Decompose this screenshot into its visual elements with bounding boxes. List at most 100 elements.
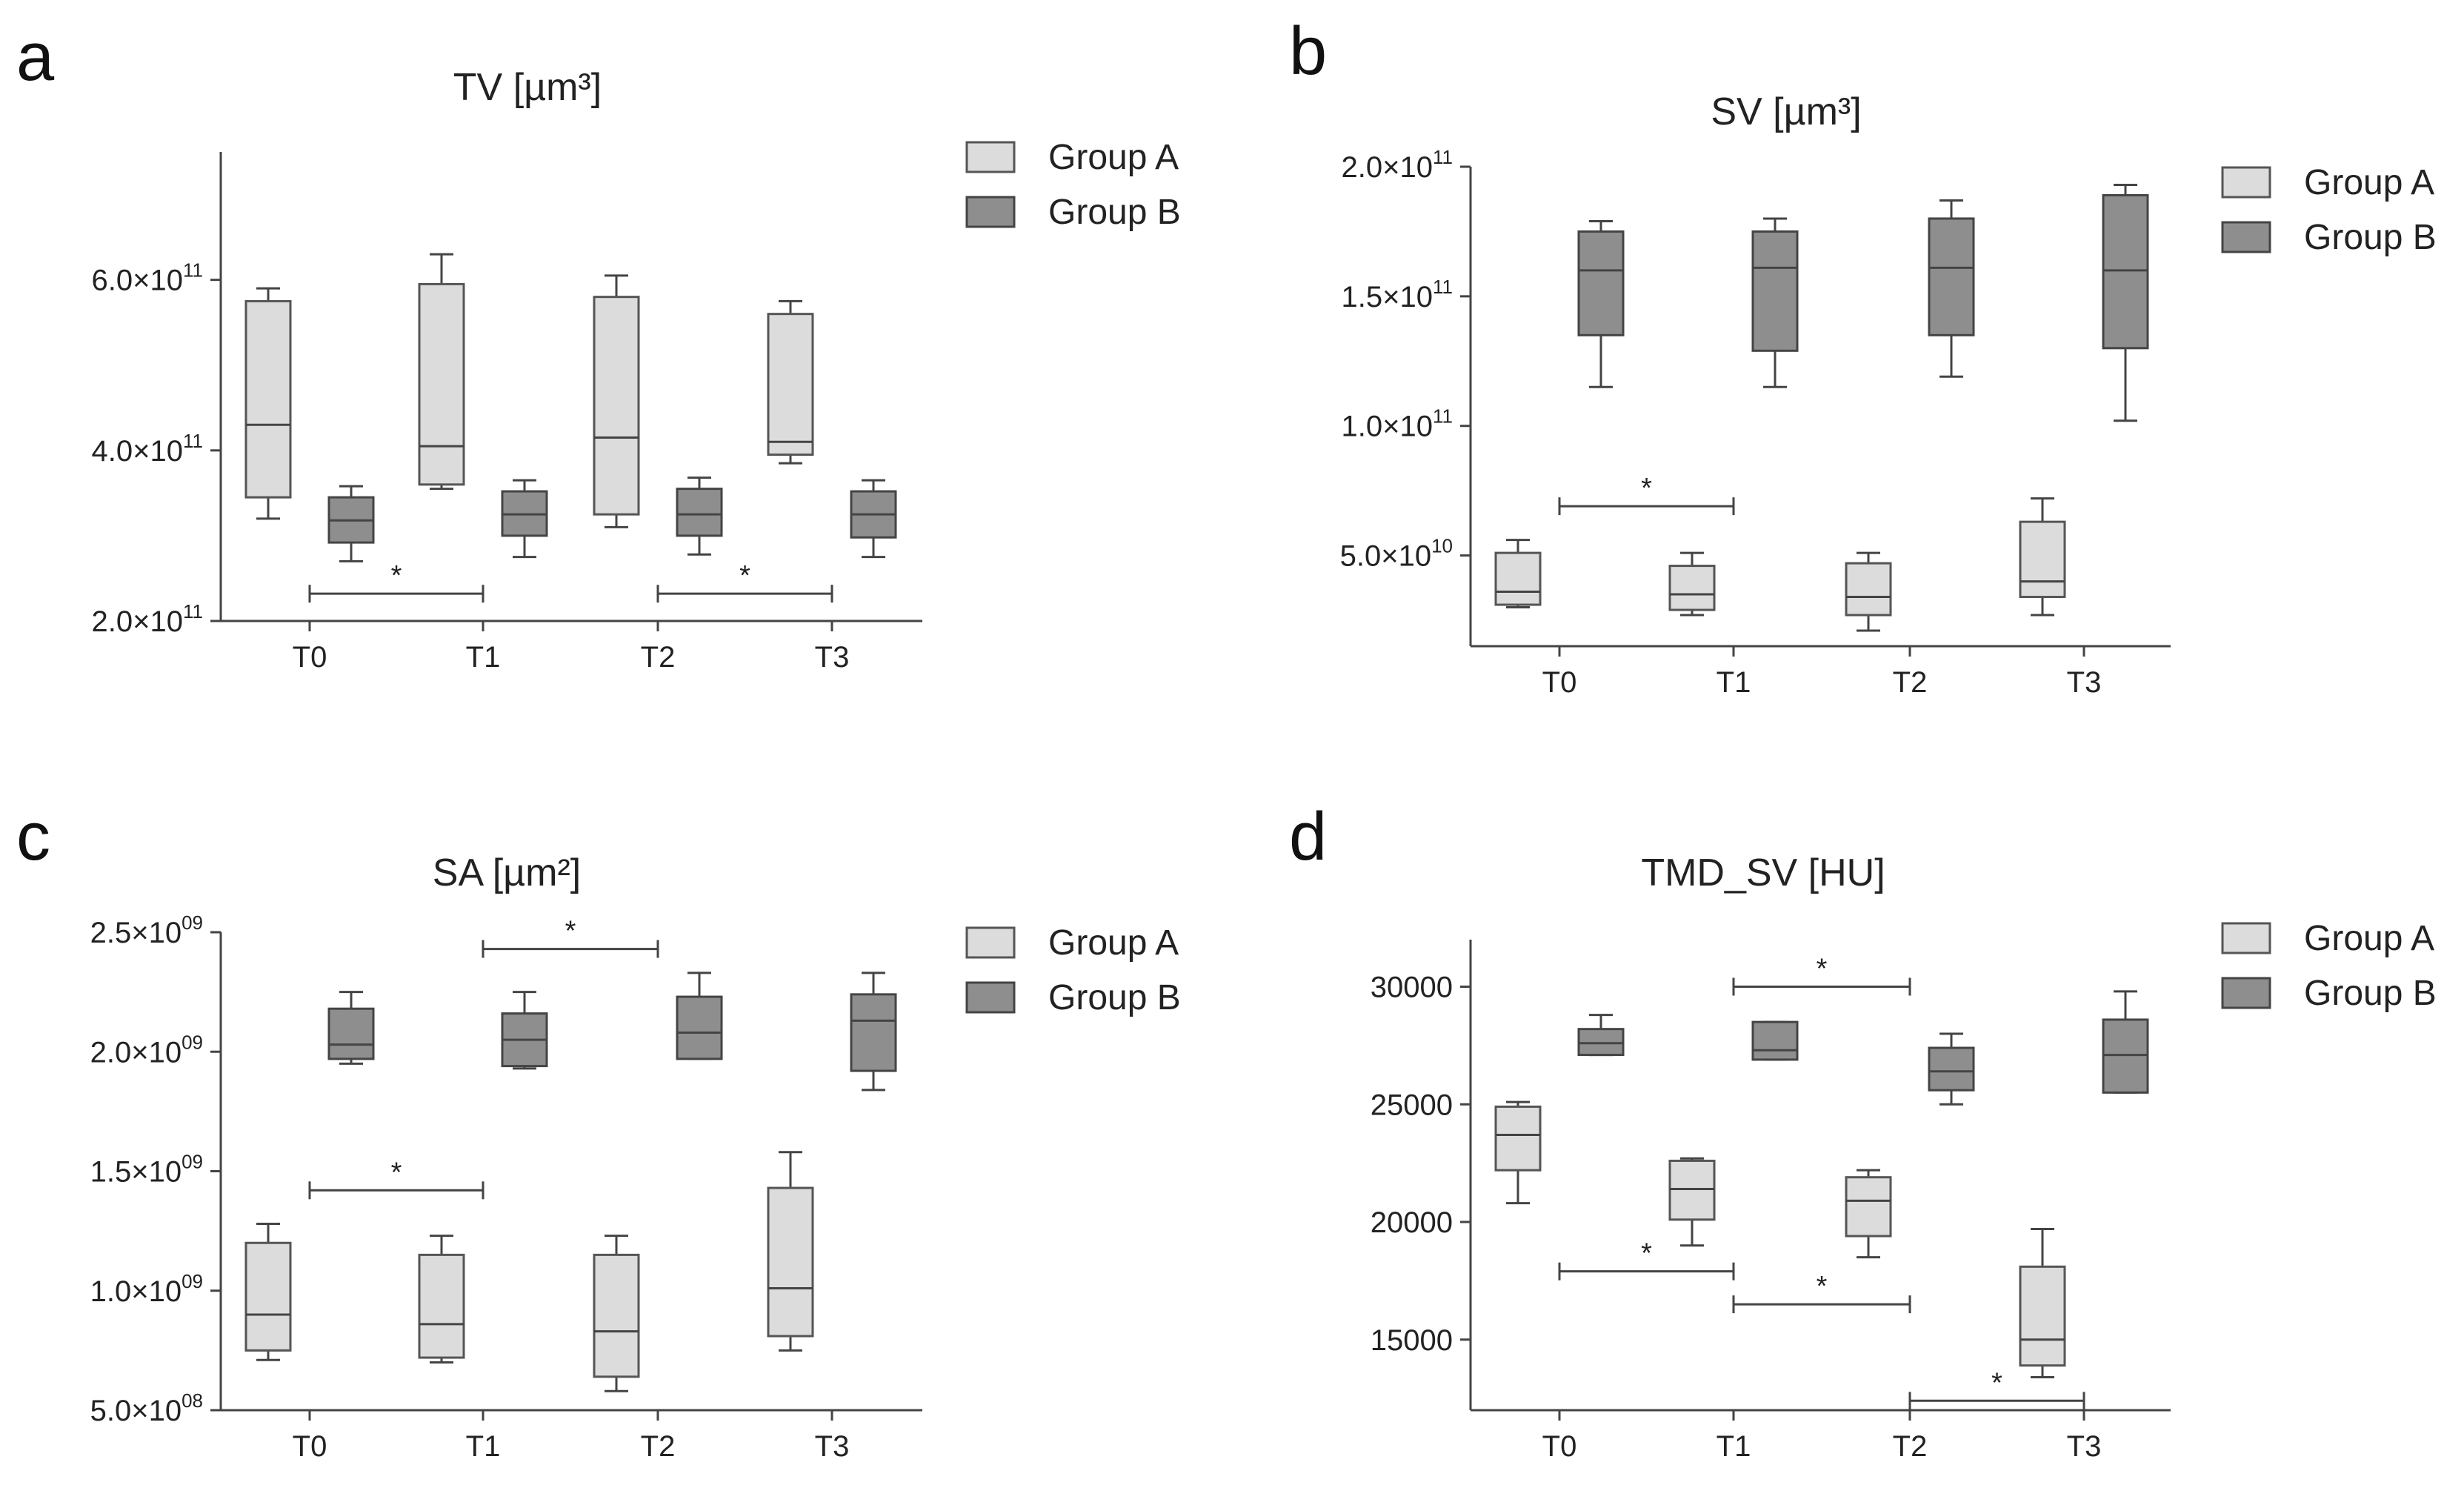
y-tick-label: 15000 <box>1371 1324 1453 1357</box>
significance-bracket: * <box>1732 1271 1911 1314</box>
plot-area: 5.0×1010 1.0×1011 1.5×1011 2.0×1011 T0 T1 T2 T3… <box>1340 146 2437 699</box>
box-group-a <box>1845 1169 1892 1259</box>
box-iqr <box>2019 520 2066 599</box>
box-group-a <box>418 253 465 491</box>
legend-swatch <box>965 141 1016 173</box>
box-group-a <box>1494 539 1542 609</box>
y-tick-label: 1.5×1009 <box>90 1151 203 1189</box>
significance-bracket: * <box>656 560 833 603</box>
significance-star: * <box>1817 1271 1828 1302</box>
legend-label: Group B <box>2304 974 2437 1013</box>
x-tick-label: T0 <box>293 1430 327 1463</box>
box-group-b <box>1751 217 1799 388</box>
box-group-a <box>2019 497 2066 617</box>
legend-item: Group B <box>965 978 1181 1017</box>
y-tick-label: 5.0×1008 <box>90 1389 203 1427</box>
box-group-a <box>2019 1228 2066 1379</box>
legend-swatch <box>2221 922 2271 954</box>
box-group-b <box>1751 1020 1799 1061</box>
legend-label: Group A <box>1048 138 1179 177</box>
box-iqr <box>593 1253 640 1378</box>
y-tick-label: 2.0×1011 <box>92 600 203 638</box>
x-tick-label: T1 <box>466 641 501 674</box>
legend-swatch <box>965 196 1016 228</box>
significance-bracket: * <box>1732 954 1911 996</box>
box-iqr <box>767 1186 814 1338</box>
legend-item: Group A <box>965 923 1179 963</box>
x-tick-label: T0 <box>1542 1430 1577 1463</box>
panel-letter-c: c <box>16 799 50 874</box>
box-group-a <box>767 1151 814 1352</box>
chart-title: SV [µm³] <box>1711 90 1861 133</box>
box-group-b <box>1577 219 1625 388</box>
y-tick-label: 2.0×1011 <box>1342 146 1453 184</box>
significance-star: * <box>565 916 576 947</box>
box-group-a <box>418 1235 465 1364</box>
box-group-a <box>767 299 814 465</box>
panel-letter-a: a <box>16 19 55 95</box>
y-tick-label: 20000 <box>1371 1206 1453 1239</box>
x-tick-label: T2 <box>1893 666 1928 699</box>
box-iqr <box>418 282 465 486</box>
box-group-a <box>1494 1100 1542 1205</box>
panel-letter-d: d <box>1289 799 1327 874</box>
box-iqr <box>418 1253 465 1359</box>
x-tick-label: T3 <box>2067 666 2102 699</box>
significance-star: * <box>739 560 750 591</box>
box-iqr <box>1668 565 1716 611</box>
box-group-b <box>1928 199 1975 378</box>
box-group-a <box>593 1235 640 1392</box>
plot-area: 15000 20000 25000 30000 T0 T1 T2 T3 * * * * Group A G… <box>1371 919 2437 1463</box>
y-tick-label: 4.0×1011 <box>92 430 203 468</box>
legend-label: Group A <box>1048 923 1179 963</box>
legend-item: Group B <box>2221 218 2437 257</box>
box-group-b <box>850 479 897 559</box>
box-iqr <box>244 1241 292 1352</box>
legend-item: Group A <box>2221 919 2434 958</box>
x-tick-label: T3 <box>2067 1430 2102 1463</box>
x-tick-label: T3 <box>815 641 850 674</box>
box-iqr <box>676 488 723 537</box>
y-tick-label: 1.5×1011 <box>1342 276 1453 313</box>
legend-label: Group B <box>1048 978 1181 1017</box>
box-iqr <box>2102 1018 2149 1094</box>
box-group-b <box>2102 183 2149 422</box>
x-tick-label: T0 <box>1542 666 1577 699</box>
box-group-a <box>1845 551 1892 632</box>
significance-star: * <box>1641 1238 1652 1269</box>
box-group-b <box>1928 1032 1975 1106</box>
y-tick-label: 30000 <box>1371 971 1453 1004</box>
significance-star: * <box>1817 954 1828 985</box>
box-iqr <box>327 1007 375 1060</box>
box-group-b <box>676 476 723 556</box>
box-iqr <box>2019 1265 2066 1367</box>
significance-star: * <box>391 560 402 591</box>
box-group-b <box>850 971 897 1092</box>
x-tick-label: T2 <box>641 1430 676 1463</box>
box-iqr <box>1577 1028 1625 1057</box>
box-iqr <box>593 296 640 516</box>
panel-c: c SA [µm²] 5.0×1008 1.0×1009 1.5×1009 2.0×1… <box>16 799 1181 1463</box>
box-iqr <box>767 313 814 456</box>
x-tick-label: T1 <box>1717 666 1751 699</box>
box-iqr <box>676 995 723 1060</box>
legend-label: Group A <box>2304 163 2434 202</box>
y-tick-label: 6.0×1011 <box>92 259 203 297</box>
box-iqr <box>1751 230 1799 352</box>
legend-item: Group B <box>2221 974 2437 1013</box>
box-iqr <box>2102 193 2149 350</box>
box-iqr <box>850 993 897 1072</box>
box-group-a <box>1668 551 1716 617</box>
box-iqr <box>1668 1159 1716 1221</box>
box-group-b <box>1577 1014 1625 1057</box>
legend-swatch <box>965 981 1016 1014</box>
legend-swatch <box>2221 221 2271 253</box>
y-tick-label: 2.5×1009 <box>90 911 203 949</box>
box-group-b <box>2102 990 2149 1094</box>
panel-a: a TV [µm³] 2.0×1011 4.0×1011 6.0×1011 T0 T1 T… <box>16 19 1181 674</box>
x-tick-label: T1 <box>466 1430 501 1463</box>
box-iqr <box>1751 1020 1799 1061</box>
legend-swatch <box>2221 166 2271 199</box>
y-tick-label: 5.0×1010 <box>1340 535 1453 573</box>
significance-bracket: * <box>482 916 659 958</box>
